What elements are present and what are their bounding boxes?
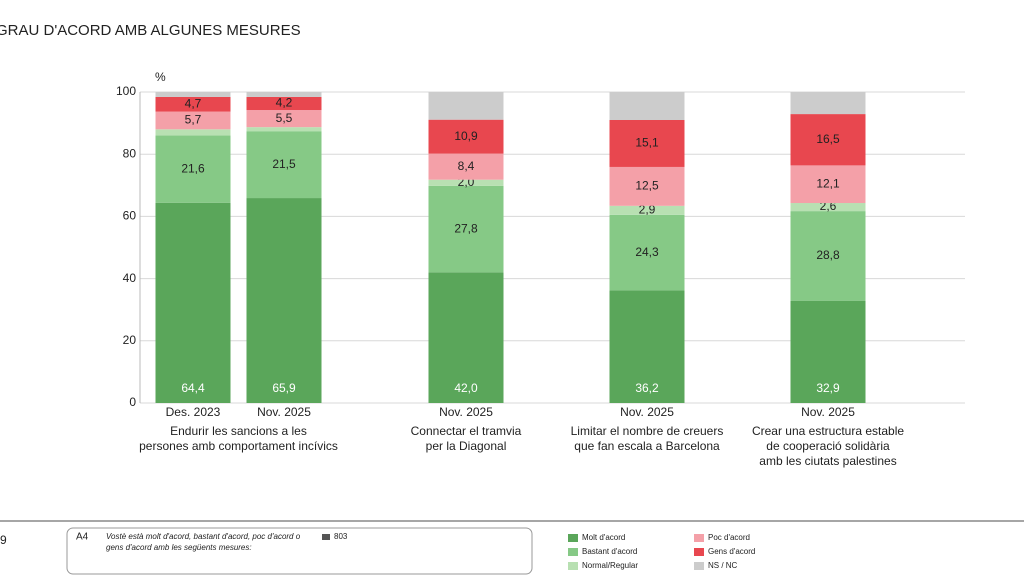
question-text: Vostè està molt d'acord, bastant d'acord… [106,532,301,541]
x-tick-label: Nov. 2025 [801,405,855,419]
bar-segment [155,202,231,403]
x-tick-label: Des. 2023 [166,405,221,419]
bar-segment [155,111,231,130]
value-label: 42,0 [454,381,478,395]
value-label: 5,5 [276,111,293,125]
legend-label: NS / NC [708,561,738,570]
y-tick-label: 40 [123,271,137,285]
bar-segment [246,110,322,128]
sample-icon [322,534,330,540]
y-tick-label: 0 [129,395,136,409]
bar-segment [609,166,685,206]
bar-segment [428,153,504,180]
y-tick-label: 60 [123,209,137,223]
group-label: Limitar el nombre de creuers [571,424,724,438]
question-box [66,527,533,575]
legend-label: Normal/Regular [582,561,638,570]
value-label: 21,5 [272,157,296,171]
bar-segment [609,205,685,215]
x-tick-label: Nov. 2025 [257,405,311,419]
value-label: 36,2 [635,381,659,395]
bar-segment [155,96,231,112]
page-number: 9 [0,533,7,547]
bar-segment [609,290,685,403]
bar-segment [790,114,866,166]
legend-label: Poc d'acord [708,533,750,542]
legend-swatch [694,534,704,542]
bar-segment [428,272,504,403]
value-label: 8,4 [458,159,475,173]
value-label: 64,4 [181,381,205,395]
y-unit: % [155,70,166,84]
value-label: 10,9 [454,129,478,143]
bar-segment [428,119,504,154]
y-tick-label: 100 [116,84,136,98]
value-label: 15,1 [635,136,659,150]
value-label: 12,5 [635,179,659,193]
legend-label: Gens d'acord [708,547,755,556]
legend-swatch [568,548,578,556]
group-label: Endurir les sancions a les [170,424,307,438]
group-label: amb les ciutats palestines [759,454,896,468]
value-label: 32,9 [816,381,840,395]
bar-segment [246,92,322,97]
group-label: per la Diagonal [426,439,507,453]
value-label: 27,8 [454,221,478,235]
bar-segment [428,92,504,120]
legend-label: Molt d'acord [582,533,625,542]
bar-segment [428,185,504,273]
group-label: persones amb comportament incívics [139,439,338,453]
x-tick-label: Nov. 2025 [439,405,493,419]
group-label: de cooperació solidària [766,439,890,453]
x-tick-label: Nov. 2025 [620,405,674,419]
legend-swatch [694,548,704,556]
value-label: 12,1 [816,176,840,190]
bar-segment [155,92,231,97]
chart-title: GRAU D'ACORD AMB ALGUNES MESURES [0,22,301,39]
bar-segment [246,131,322,199]
value-label: 24,3 [635,245,659,259]
legend-swatch [568,534,578,542]
bar-segment [246,127,322,132]
y-tick-label: 20 [123,333,137,347]
bar-segment [155,135,231,203]
legend-swatch [568,562,578,570]
legend-swatch [694,562,704,570]
bar-segment [155,129,231,136]
bar-segment [609,119,685,167]
bar-segment [790,165,866,204]
legend-label: Bastant d'acord [582,547,637,556]
value-label: 4,2 [276,96,293,110]
value-label: 2,9 [639,203,656,217]
bar-segment [609,92,685,120]
bar-segment [790,92,866,115]
bar-segment [609,214,685,291]
group-label: Crear una estructura estable [752,424,904,438]
group-label: Connectar el tramvia [411,424,522,438]
value-label: 28,8 [816,248,840,262]
bar-segment [246,96,322,111]
bar-segment [790,211,866,301]
value-label: 16,5 [816,132,840,146]
value-label: 4,7 [185,96,202,110]
value-label: 65,9 [272,381,296,395]
question-text: gens d'acord amb les següents mesures: [106,543,252,552]
question-code: A4 [76,532,89,543]
bar-segment [790,203,866,212]
bar-segment [246,198,322,403]
value-label: 21,6 [181,161,205,175]
group-label: que fan escala a Barcelona [574,439,720,453]
value-label: 5,7 [185,113,202,127]
sample-size: 803 [334,532,348,541]
y-tick-label: 80 [123,146,137,160]
bar-segment [428,179,504,186]
bar-segment [790,300,866,403]
